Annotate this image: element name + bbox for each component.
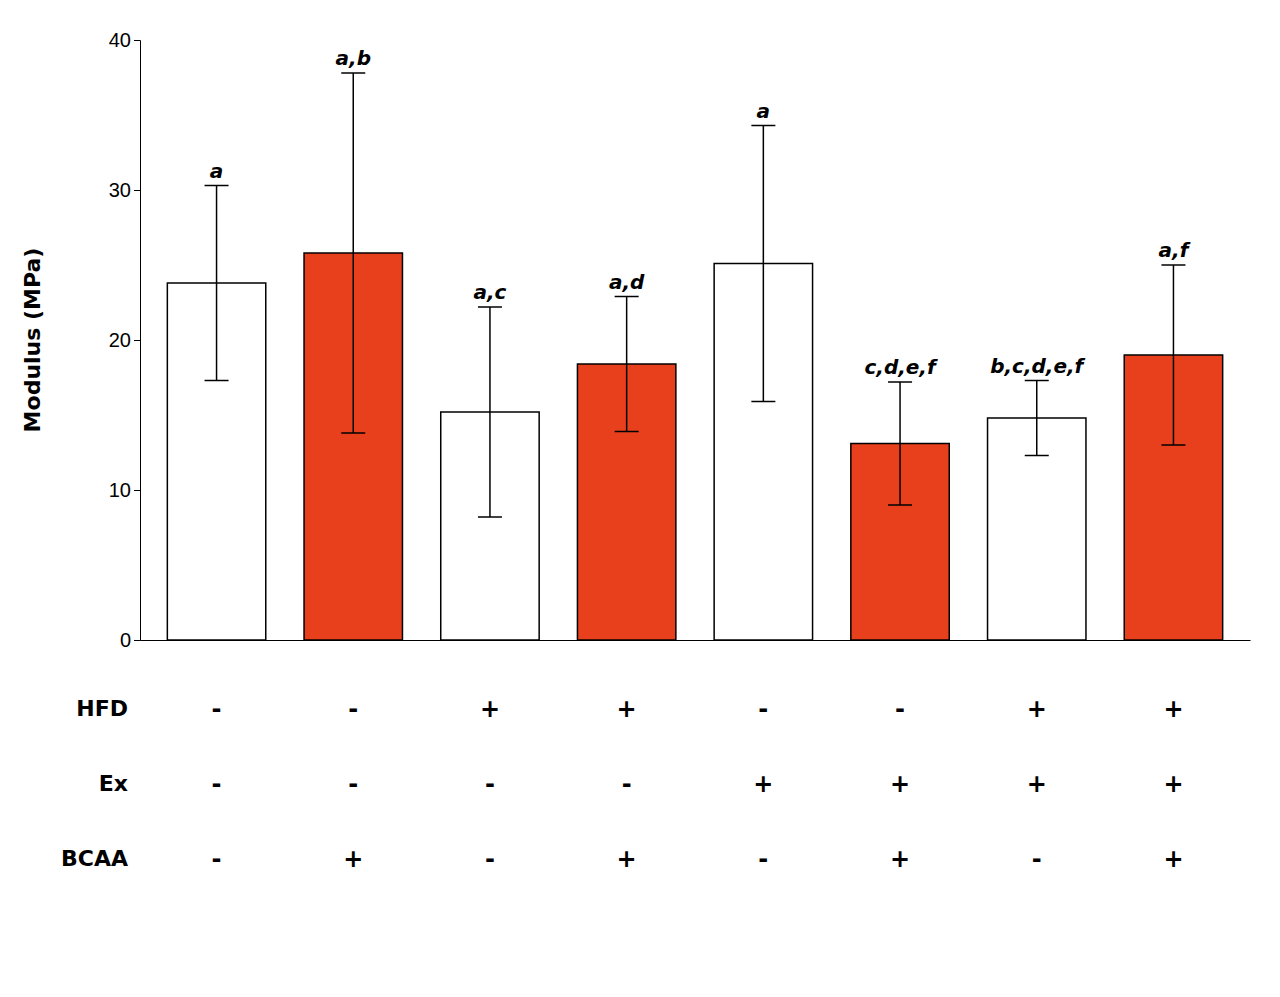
annotations: a a,b a,c a,d a c,d,e,f b,c,d,e,f a,f (210, 46, 1191, 379)
error-bar-stem (1173, 265, 1175, 445)
error-bar-cap (615, 296, 639, 298)
factor-value: + (617, 695, 637, 723)
factor-value: - (758, 845, 768, 873)
factor-value: + (1163, 845, 1183, 873)
factor-table: HFD - - + + - - + + Ex - - - - + + + + BCAA - + - + - + - + (61, 695, 1183, 873)
y-tick-mark (134, 490, 140, 491)
factor-value: - (622, 770, 632, 798)
factor-row: BCAA - + - + - + - + (61, 845, 1183, 873)
y-tick-mark (134, 640, 140, 641)
factor-value: - (895, 695, 905, 723)
error-bar-stem (763, 126, 765, 402)
error-bar-stem (489, 307, 491, 517)
error-bar-cap (751, 401, 775, 403)
x-axis (141, 640, 1251, 641)
error-bar-cap (1161, 444, 1185, 446)
factor-value: + (890, 845, 910, 873)
factor-name: BCAA (61, 846, 128, 871)
error-bar (1025, 381, 1049, 456)
annotation: b,c,d,e,f (990, 354, 1085, 378)
factor-value: + (890, 770, 910, 798)
y-axis: 0 10 20 30 40 (109, 29, 141, 651)
factor-value: - (758, 695, 768, 723)
annotation: a,c (473, 280, 506, 304)
factor-value: + (1163, 695, 1183, 723)
error-bar-cap (341, 432, 365, 434)
error-bar-cap (615, 431, 639, 433)
error-bar-stem (353, 73, 355, 433)
y-axis-line (134, 41, 141, 641)
factor-value: - (485, 845, 495, 873)
factor-value: + (1027, 695, 1047, 723)
factor-value: + (617, 845, 637, 873)
factor-value: + (1027, 770, 1047, 798)
y-tick-label: 30 (109, 179, 131, 201)
factor-value: + (1163, 770, 1183, 798)
error-bar-cap (888, 381, 912, 383)
error-bar-cap (205, 185, 229, 187)
error-bar (1161, 265, 1185, 445)
annotation: a (210, 159, 224, 183)
y-tick: 20 (109, 329, 140, 351)
factor-value: - (212, 770, 222, 798)
factor-value: - (212, 845, 222, 873)
error-bar-cap (205, 380, 229, 382)
error-bar-cap (751, 125, 775, 127)
annotation: a,b (336, 46, 371, 70)
annotation: c,d,e,f (864, 355, 938, 379)
error-bar (751, 126, 775, 402)
y-tick: 30 (109, 179, 140, 201)
factor-value: - (348, 695, 358, 723)
y-tick-label: 10 (109, 479, 131, 501)
factor-row: Ex - - - - + + + + (99, 770, 1184, 798)
chart: 0 10 20 30 40 a a,b a,c a,d a c,d,e,f b,c,d,e,f a,f M… (0, 0, 1280, 997)
factor-name: Ex (99, 771, 128, 796)
annotation: a,f (1159, 238, 1191, 262)
error-bar (205, 186, 229, 381)
factor-value: - (485, 770, 495, 798)
factor-value: + (343, 845, 363, 873)
error-bar-stem (216, 186, 218, 381)
bars (167, 73, 1222, 640)
error-bar (341, 73, 365, 433)
annotation: a,d (609, 270, 645, 294)
factor-value: + (753, 770, 773, 798)
y-tick-label: 40 (109, 29, 131, 51)
error-bar-cap (341, 72, 365, 74)
error-bar-cap (478, 516, 502, 518)
error-bar-cap (1025, 380, 1049, 382)
y-tick: 0 (120, 629, 140, 651)
y-tick-mark (134, 40, 140, 41)
error-bar-stem (899, 382, 901, 505)
factor-value: - (212, 695, 222, 723)
error-bar-stem (626, 297, 628, 432)
y-tick-label: 0 (120, 629, 131, 651)
error-bar-cap (1161, 264, 1185, 266)
y-tick-label: 20 (109, 329, 131, 351)
error-bar-cap (478, 306, 502, 308)
error-bar (888, 382, 912, 505)
error-bar-cap (888, 504, 912, 506)
error-bar (615, 297, 639, 432)
error-bar (478, 307, 502, 517)
y-tick-mark (134, 340, 140, 341)
factor-value: - (1032, 845, 1042, 873)
error-bar-cap (1025, 455, 1049, 457)
y-tick: 40 (109, 29, 140, 51)
factor-value: + (480, 695, 500, 723)
y-axis-title: Modulus (MPa) (20, 248, 45, 433)
annotation: a (757, 99, 771, 123)
factor-row: HFD - - + + - - + + (76, 695, 1183, 723)
y-tick-mark (134, 190, 140, 191)
y-tick: 10 (109, 479, 140, 501)
plot: 0 10 20 30 40 a a,b a,c a,d a c,d,e,f b,c,d,e,f a,f (109, 29, 1251, 651)
error-bar-stem (1036, 381, 1038, 456)
factor-value: - (348, 770, 358, 798)
factor-name: HFD (76, 696, 128, 721)
x-axis-line (141, 640, 1251, 641)
